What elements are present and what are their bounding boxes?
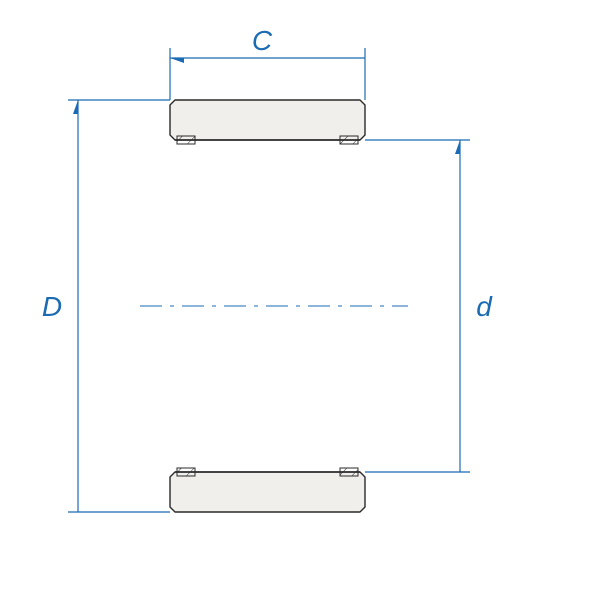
ring-wall-bottom: [170, 468, 365, 512]
ring-wall-top: [170, 100, 365, 144]
dimension-label-d: d: [476, 291, 493, 322]
bearing-cross-section-drawing: C Dd: [0, 0, 600, 600]
dimension-label-D: D: [42, 291, 62, 322]
dimension-label-C: C: [252, 25, 273, 56]
